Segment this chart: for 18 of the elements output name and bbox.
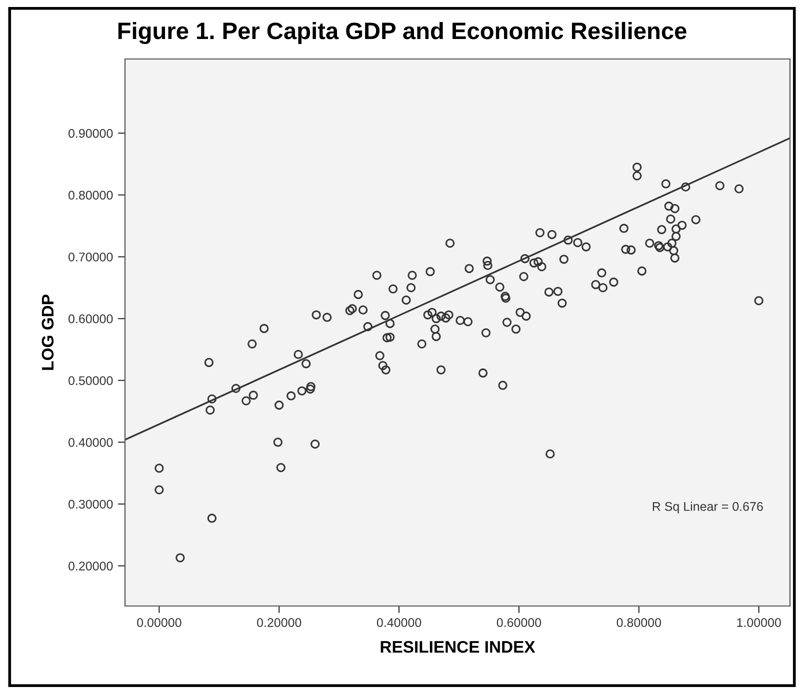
y-axis-title: LOG GDP [42,294,54,370]
chart-title: Figure 1. Per Capita GDP and Economic Resilience [118,22,686,44]
x-tick-label: 0.20000 [257,618,302,627]
y-tick-label: 0.50000 [68,376,113,386]
y-tick-label: 0.90000 [68,128,113,138]
x-tick-label: 1.00000 [737,618,781,627]
y-tick-label: 0.20000 [68,562,113,570]
y-tick-label: 0.80000 [68,190,113,200]
x-tick-label: 0.40000 [376,618,422,627]
x-tick-label: 0.00000 [137,618,182,627]
x-tick-label: 0.60000 [496,618,542,627]
x-axis-title: RESILIENCE INDEX [380,641,536,653]
y-tick-label: 0.70000 [68,252,113,262]
annotation: R Sq Linear = 0.676 [652,502,763,514]
y-tick-label: 0.30000 [68,500,113,509]
x-tick-label: 0.80000 [616,618,661,627]
y-tick-label: 0.40000 [68,438,113,447]
y-tick-label: 0.60000 [68,314,113,324]
